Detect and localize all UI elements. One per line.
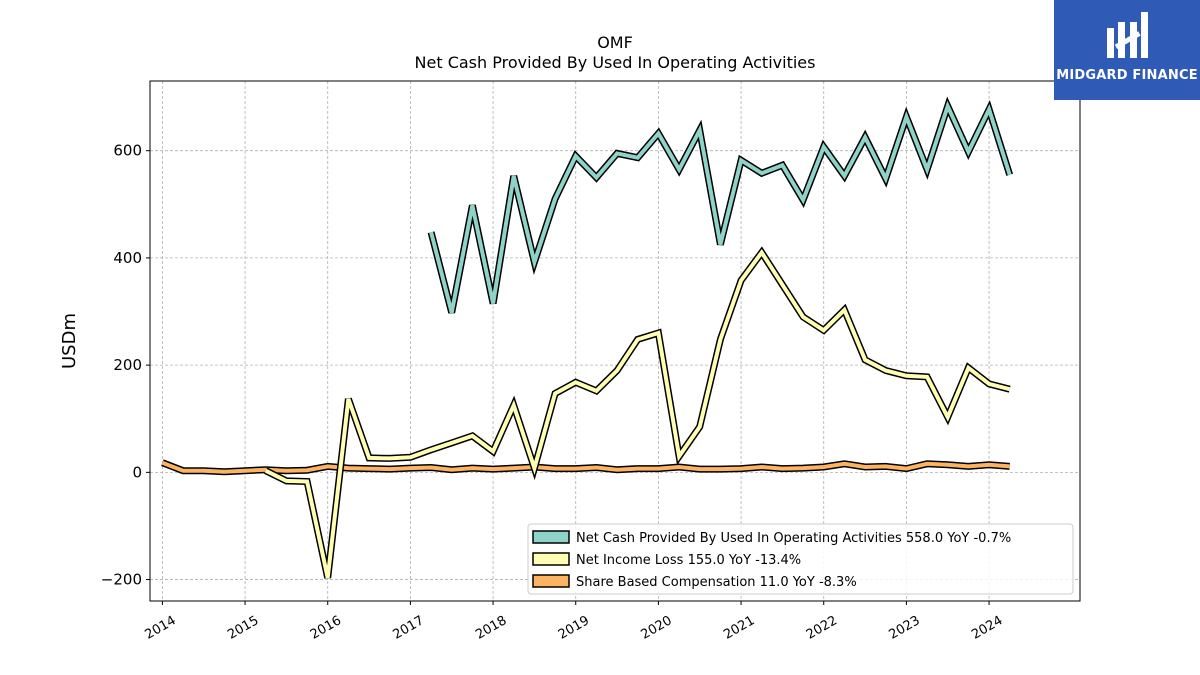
y-tick-label: 400 bbox=[113, 249, 142, 267]
x-tick-label: 2020 bbox=[639, 613, 675, 643]
x-tick-label: 2016 bbox=[308, 613, 344, 643]
x-tick-label: 2021 bbox=[721, 613, 757, 643]
legend: Net Cash Provided By Used In Operating A… bbox=[527, 523, 1074, 595]
series-line bbox=[161, 460, 1010, 474]
brand-logo: MIDGARD FINANCE bbox=[1054, 0, 1200, 100]
legend-swatch bbox=[532, 552, 570, 566]
series-line-outline bbox=[427, 96, 1014, 314]
y-axis-label: USDm bbox=[59, 313, 80, 369]
midgard-logo-icon bbox=[1107, 12, 1148, 58]
legend-frame bbox=[527, 523, 1074, 595]
series-line bbox=[264, 248, 1011, 579]
y-tick-label: 200 bbox=[113, 356, 142, 374]
brand-name: MIDGARD FINANCE bbox=[1056, 68, 1198, 83]
y-tick-label: −200 bbox=[101, 571, 142, 589]
x-tick-label: 2014 bbox=[143, 613, 179, 643]
x-tick-label: 2019 bbox=[556, 613, 592, 643]
legend-label: Net Cash Provided By Used In Operating A… bbox=[576, 531, 1011, 546]
x-tick-label: 2015 bbox=[225, 613, 261, 643]
x-tick-label: 2017 bbox=[391, 613, 427, 643]
legend-swatch bbox=[532, 574, 570, 588]
series-line bbox=[429, 100, 1012, 314]
legend-label: Share Based Compensation 11.0 YoY -8.3% bbox=[576, 575, 857, 590]
chart-subtitle: Net Cash Provided By Used In Operating A… bbox=[415, 53, 816, 72]
x-tick-label: 2018 bbox=[473, 613, 509, 643]
chart-title: OMF bbox=[597, 33, 633, 52]
x-tick-label: 2022 bbox=[804, 613, 840, 643]
plot-frame bbox=[149, 80, 1081, 602]
x-tick-label: 2023 bbox=[887, 613, 923, 643]
legend-swatch bbox=[532, 530, 570, 544]
y-tick-label: 600 bbox=[113, 142, 142, 160]
y-tick-label: 0 bbox=[132, 463, 142, 481]
legend-label: Net Income Loss 155.0 YoY -13.4% bbox=[576, 553, 801, 568]
series-lines bbox=[161, 96, 1014, 579]
x-tick-label: 2024 bbox=[969, 613, 1005, 643]
